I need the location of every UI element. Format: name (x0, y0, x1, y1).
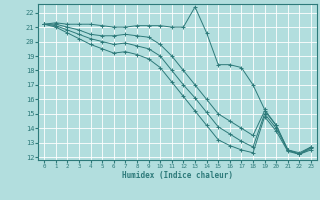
X-axis label: Humidex (Indice chaleur): Humidex (Indice chaleur) (122, 171, 233, 180)
